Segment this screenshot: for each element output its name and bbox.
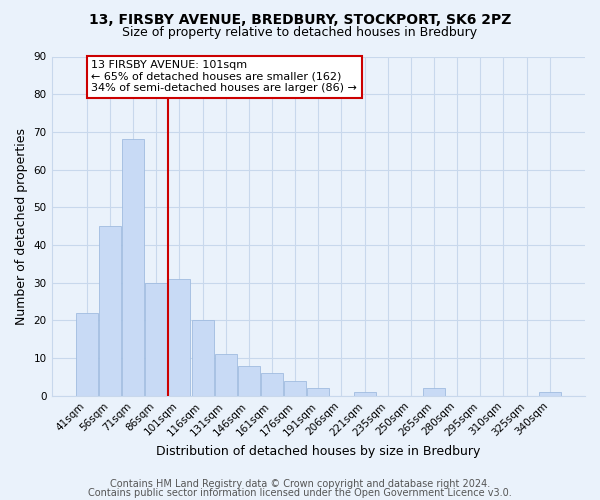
Text: Contains HM Land Registry data © Crown copyright and database right 2024.: Contains HM Land Registry data © Crown c… (110, 479, 490, 489)
Bar (539, 392, 561, 396)
Text: Size of property relative to detached houses in Bredbury: Size of property relative to detached ho… (122, 26, 478, 39)
Bar (238, 366, 260, 396)
Bar (284, 381, 306, 396)
Bar (215, 354, 236, 396)
Bar (261, 373, 283, 396)
Text: 13, FIRSBY AVENUE, BREDBURY, STOCKPORT, SK6 2PZ: 13, FIRSBY AVENUE, BREDBURY, STOCKPORT, … (89, 12, 511, 26)
Text: Contains public sector information licensed under the Open Government Licence v3: Contains public sector information licen… (88, 488, 512, 498)
Bar (145, 282, 167, 396)
Bar (353, 392, 376, 396)
Bar (122, 140, 144, 396)
Text: 13 FIRSBY AVENUE: 101sqm
← 65% of detached houses are smaller (162)
34% of semi-: 13 FIRSBY AVENUE: 101sqm ← 65% of detach… (91, 60, 357, 94)
Bar (307, 388, 329, 396)
Bar (99, 226, 121, 396)
Bar (191, 320, 214, 396)
Bar (76, 313, 98, 396)
Bar (169, 279, 190, 396)
X-axis label: Distribution of detached houses by size in Bredbury: Distribution of detached houses by size … (156, 444, 481, 458)
Y-axis label: Number of detached properties: Number of detached properties (15, 128, 28, 324)
Bar (423, 388, 445, 396)
